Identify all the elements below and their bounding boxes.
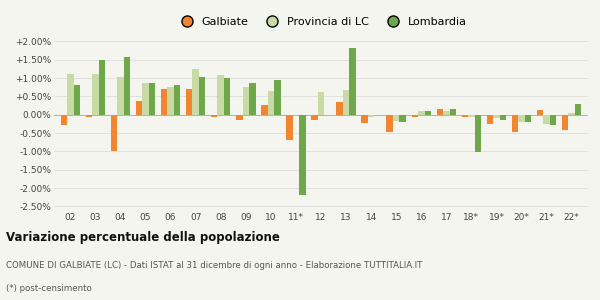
Bar	[437, 109, 443, 115]
Bar	[61, 115, 67, 125]
Bar	[318, 92, 324, 115]
Bar	[186, 89, 193, 115]
Bar	[512, 115, 518, 132]
Bar	[336, 102, 343, 115]
Bar	[217, 75, 224, 115]
Bar	[487, 115, 493, 124]
Bar	[299, 115, 306, 195]
Bar	[368, 115, 374, 117]
Bar	[110, 115, 117, 151]
Bar	[149, 82, 155, 115]
Bar	[268, 91, 274, 115]
Bar	[418, 111, 425, 115]
Bar	[224, 78, 230, 115]
Bar	[136, 101, 142, 115]
Legend: Galbiate, Provincia di LC, Lombardia: Galbiate, Provincia di LC, Lombardia	[175, 17, 467, 27]
Bar	[461, 115, 468, 117]
Bar	[425, 111, 431, 115]
Bar	[74, 85, 80, 115]
Bar	[117, 77, 124, 115]
Text: (*) post-censimento: (*) post-censimento	[6, 284, 92, 293]
Bar	[249, 82, 256, 115]
Bar	[174, 85, 181, 115]
Bar	[261, 104, 268, 115]
Bar	[167, 87, 174, 115]
Bar	[550, 115, 556, 125]
Bar	[493, 115, 500, 119]
Bar	[400, 115, 406, 122]
Bar	[193, 69, 199, 115]
Bar	[475, 115, 481, 152]
Bar	[537, 110, 544, 115]
Bar	[199, 77, 205, 115]
Bar	[386, 115, 393, 132]
Bar	[236, 115, 242, 119]
Bar	[562, 115, 568, 130]
Bar	[242, 87, 249, 115]
Bar	[286, 115, 293, 140]
Bar	[412, 115, 418, 117]
Bar	[349, 48, 356, 115]
Bar	[518, 115, 525, 122]
Bar	[142, 82, 149, 115]
Bar	[361, 115, 368, 123]
Bar	[86, 115, 92, 117]
Bar	[161, 89, 167, 115]
Bar	[98, 60, 105, 115]
Bar	[575, 104, 581, 115]
Bar	[393, 115, 400, 122]
Bar	[274, 80, 281, 115]
Text: COMUNE DI GALBIATE (LC) - Dati ISTAT al 31 dicembre di ogni anno - Elaborazione : COMUNE DI GALBIATE (LC) - Dati ISTAT al …	[6, 262, 422, 271]
Bar	[468, 115, 475, 117]
Bar	[311, 115, 318, 119]
Bar	[525, 115, 532, 122]
Bar	[211, 115, 217, 117]
Bar	[124, 57, 130, 115]
Bar	[500, 115, 506, 120]
Bar	[568, 113, 575, 115]
Bar	[343, 90, 349, 115]
Bar	[544, 115, 550, 124]
Bar	[67, 74, 74, 115]
Bar	[92, 74, 98, 115]
Text: Variazione percentuale della popolazione: Variazione percentuale della popolazione	[6, 232, 280, 244]
Bar	[443, 111, 449, 115]
Bar	[449, 109, 456, 115]
